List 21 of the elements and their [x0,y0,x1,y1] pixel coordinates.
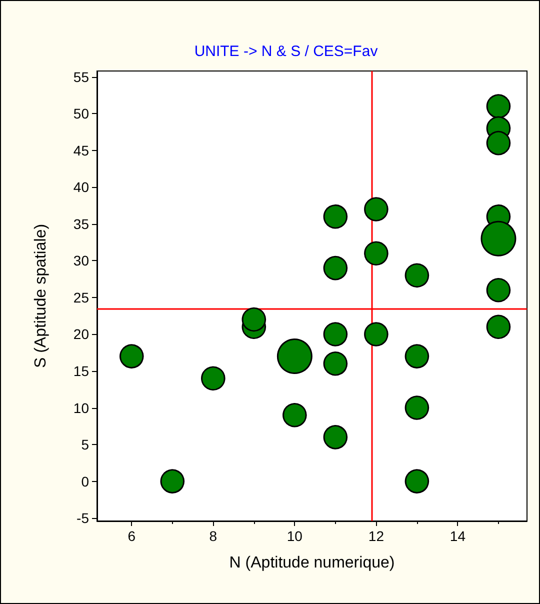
y-tick-label: 20 [73,326,90,342]
y-tick-label: 5 [81,436,90,453]
x-axis-title: N (Aptitude numerique) [229,554,395,572]
y-tick-label: 45 [73,142,90,158]
y-tick-label: 30 [73,252,90,269]
y-tick-label: -5 [76,510,90,526]
y-axis-title: S (Aptitude spatiale) [32,224,50,368]
y-tick-label: 0 [81,473,90,490]
y-tick-label: 40 [73,179,90,196]
y-tick-label: 35 [73,216,90,232]
y-tick-label: 50 [73,106,90,122]
x-tick-label: 10 [286,528,303,544]
y-tick-label: 10 [73,400,90,416]
chart-title: UNITE -> N & S / CES=Fav [194,43,378,60]
x-tick-label: 14 [450,528,466,544]
x-tick-label: 8 [209,528,218,544]
x-tick-label: 6 [128,528,136,544]
y-tick-label: 15 [73,363,90,379]
y-tick-label: 25 [73,289,90,306]
y-tick-label: 55 [73,68,90,85]
x-tick-label: 12 [368,528,384,544]
